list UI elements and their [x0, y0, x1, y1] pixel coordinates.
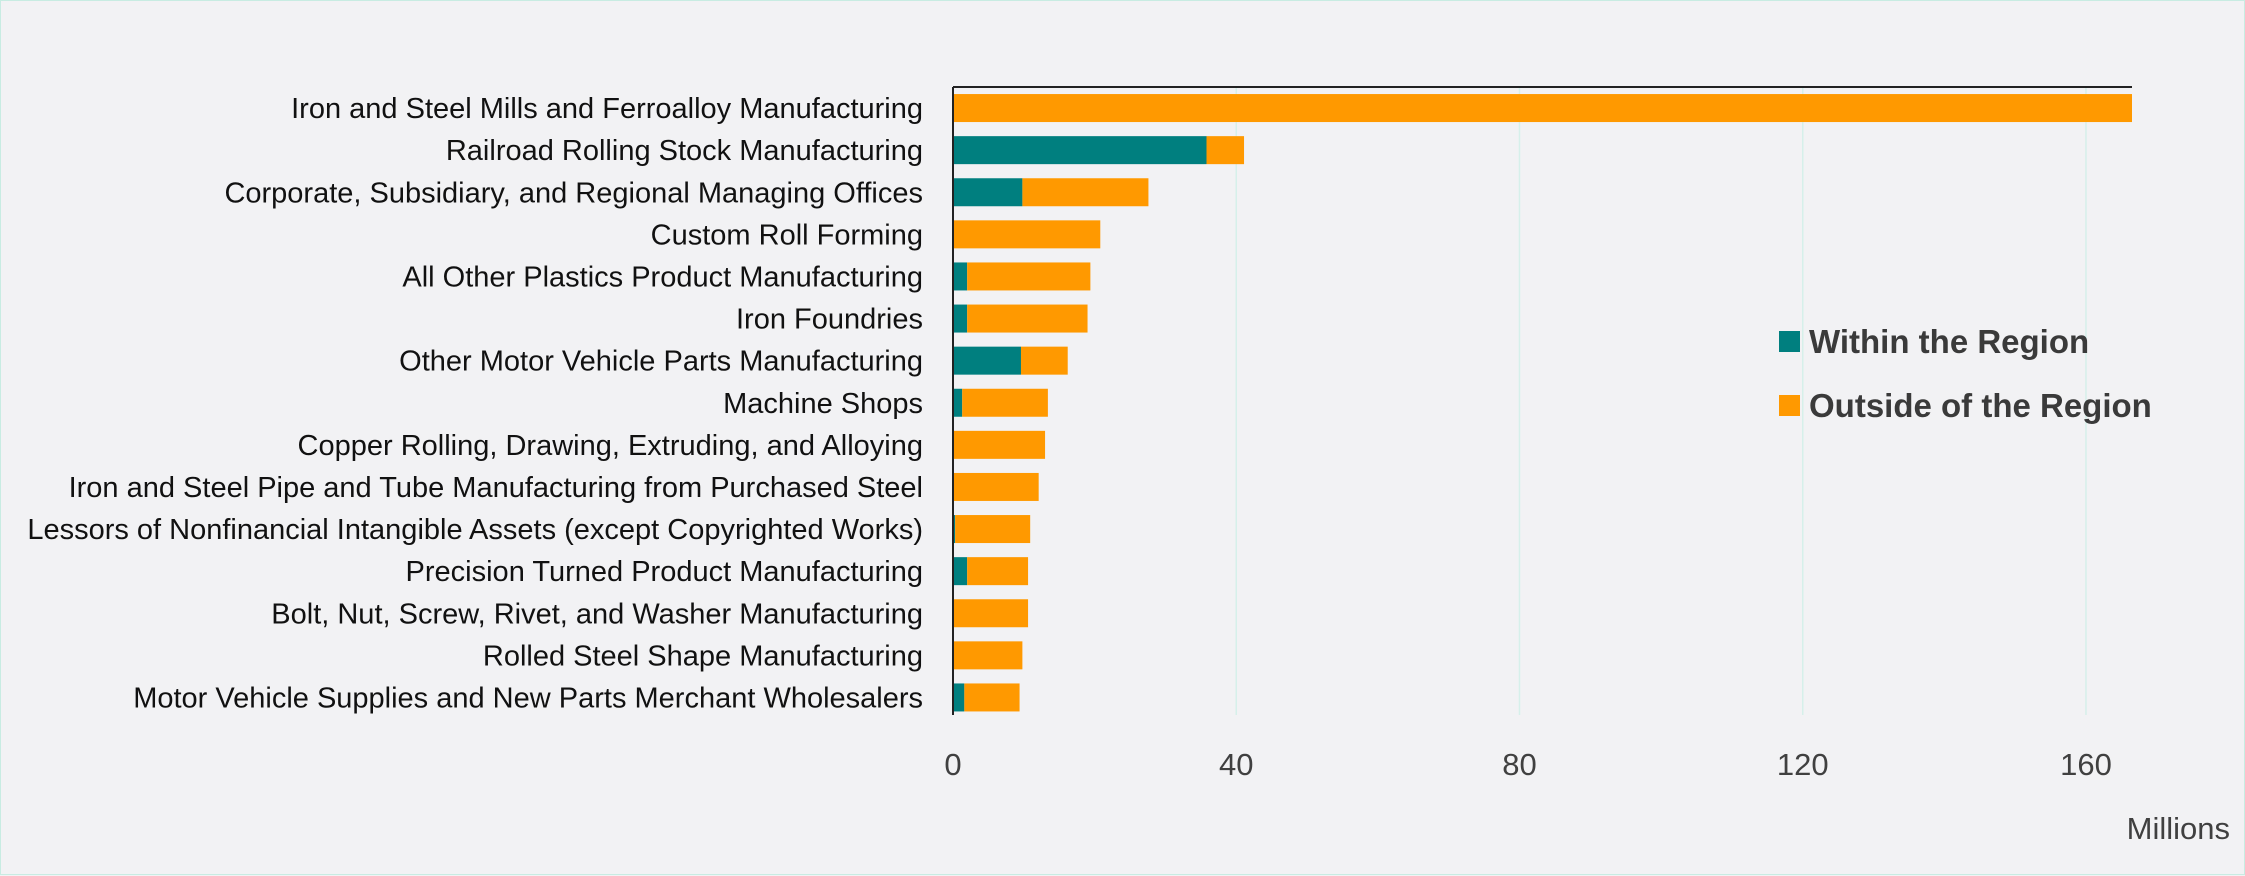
category-label: Lessors of Nonfinancial Intangible Asset… [27, 514, 923, 546]
category-label: Iron Foundries [736, 304, 923, 336]
bar-outside-region [953, 599, 1029, 628]
category-label: Bolt, Nut, Screw, Rivet, and Washer Manu… [271, 598, 923, 630]
legend-swatch [1779, 331, 1800, 352]
bar-within-region [953, 515, 956, 544]
category-labels: Iron and Steel Mills and Ferroalloy Manu… [27, 93, 923, 714]
x-tick-labels: 0 40 80 120 160 [944, 747, 2111, 782]
legend-label: Outside of the Region [1809, 387, 2152, 424]
category-label: Custom Roll Forming [651, 219, 923, 251]
legend-label: Within the Region [1809, 323, 2089, 360]
bar-within-region [953, 262, 968, 291]
bar-outside-region [1022, 178, 1149, 207]
axes [952, 86, 2132, 715]
legend: Within the Region Outside of the Region [1779, 323, 2152, 424]
category-label: Corporate, Subsidiary, and Regional Mana… [224, 177, 923, 209]
bar-within-region [953, 388, 963, 417]
category-label: Iron and Steel Mills and Ferroalloy Manu… [291, 93, 923, 125]
bar-within-region [953, 136, 1207, 165]
category-label: Motor Vehicle Supplies and New Parts Mer… [133, 682, 923, 714]
category-label: Copper Rolling, Drawing, Extruding, and … [298, 430, 923, 462]
bar-outside-region [1206, 136, 1245, 165]
x-tick-label: 120 [1777, 747, 1829, 782]
bar-outside-region [967, 262, 1091, 291]
bar-outside-region [953, 472, 1039, 501]
x-axis-unit-label: Millions [2127, 811, 2230, 846]
category-label: Iron and Steel Pipe and Tube Manufacturi… [69, 472, 923, 504]
bar-within-region [953, 346, 1021, 375]
bar-within-region [953, 683, 965, 712]
bar-outside-region [953, 430, 1046, 459]
legend-swatch [1779, 395, 1800, 416]
bar-within-region [953, 304, 968, 333]
bar-outside-region [967, 304, 1088, 333]
bar-outside-region [953, 220, 1101, 249]
bar-outside-region [962, 388, 1048, 417]
bar-outside-region [955, 515, 1031, 544]
gridlines [1235, 87, 2087, 715]
bar-within-region [953, 178, 1023, 207]
category-label: Railroad Rolling Stock Manufacturing [446, 135, 923, 167]
x-tick-label: 0 [944, 747, 961, 782]
bar-outside-region [953, 641, 1023, 670]
bar-outside-region [953, 94, 2132, 123]
x-tick-label: 160 [2060, 747, 2112, 782]
bar-within-region [953, 557, 968, 586]
bar-outside-region [1020, 346, 1068, 375]
bars [953, 94, 2132, 712]
bar-outside-region [964, 683, 1020, 712]
category-label: Precision Turned Product Manufacturing [406, 556, 923, 588]
category-label: Rolled Steel Shape Manufacturing [483, 640, 923, 672]
category-label: All Other Plastics Product Manufacturing [402, 261, 923, 293]
bar-outside-region [967, 557, 1029, 586]
x-tick-label: 40 [1219, 747, 1253, 782]
category-label: Other Motor Vehicle Parts Manufacturing [399, 346, 923, 378]
category-label: Machine Shops [723, 388, 923, 420]
x-tick-label: 80 [1502, 747, 1536, 782]
